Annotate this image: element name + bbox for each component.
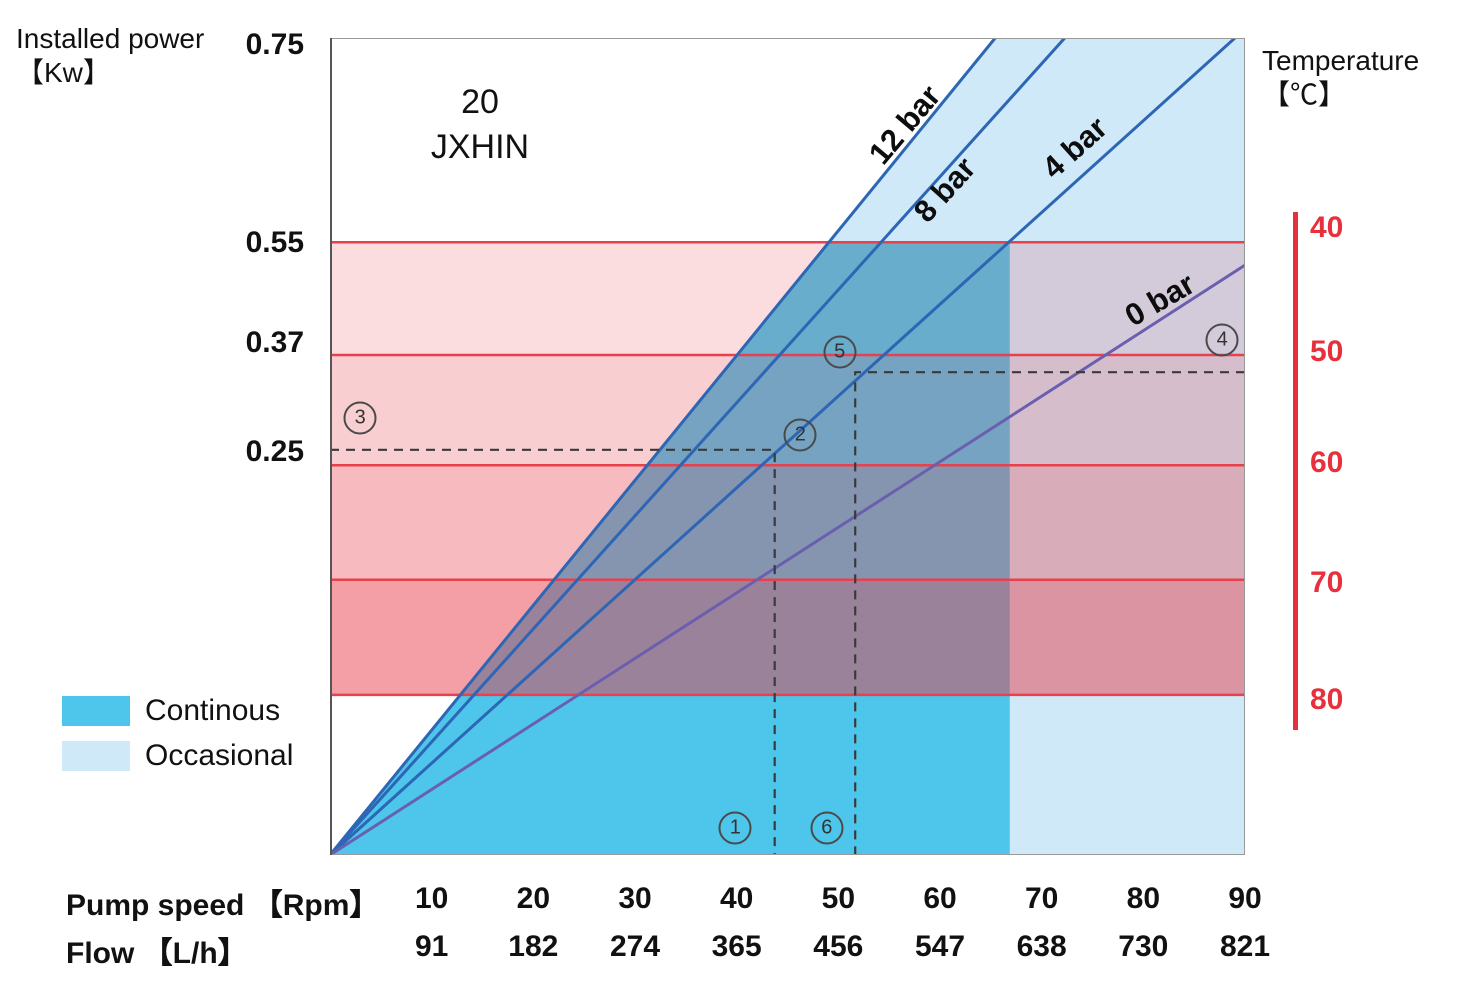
plot-overlay: 12 bar 8 bar 4 bar 0 bar 1 2 3 4 5 6 [330, 38, 1245, 855]
pressure-line-0-bar [330, 263, 1245, 855]
pump-speed-value-30: 30 [618, 882, 652, 915]
dashed-guide-2 [854, 371, 1245, 855]
chart-canvas [330, 38, 1245, 855]
pressure-line-label-8-bar: 8 bar [906, 150, 983, 229]
annotation-point-6: 6 [810, 811, 844, 845]
annotation-point-4: 4 [1205, 323, 1239, 357]
power-tick-0.25: 0.25 [245, 435, 304, 469]
flow-value-182: 182 [508, 930, 559, 963]
temperature-band-0 [330, 242, 1245, 355]
legend-swatch-occasional [62, 740, 130, 771]
legend-label-occasional: Occasional [145, 738, 294, 772]
chart-title-model-number: 20 [461, 83, 499, 121]
flow-value-730: 730 [1118, 930, 1169, 963]
chart-title: 20 JXHIN [385, 80, 575, 170]
flow-value-547: 547 [914, 930, 966, 963]
flow-axis-label: Flow 【L/h】 [66, 937, 248, 970]
temperature-axis-title-line1: Temperature [1262, 45, 1420, 76]
pump-speed-value-20: 20 [516, 882, 551, 915]
pump-speed-value-90: 90 [1228, 882, 1262, 915]
annotation-point-5: 5 [823, 335, 857, 369]
chart-title-model-name: JXHIN [430, 128, 530, 166]
pressure-line-label-12-bar: 12 bar [861, 78, 947, 171]
legend-label-continous: Continous [145, 693, 281, 727]
annotation-point-2: 2 [783, 418, 817, 452]
power-tick-0.55: 0.55 [245, 226, 304, 260]
flow-value-821: 821 [1219, 930, 1271, 963]
power-axis-title: Installed power 【Kw】 [16, 22, 204, 90]
temperature-tick-40: 40 [1310, 211, 1344, 245]
pressure-line-4-bar [330, 38, 1236, 855]
pressure-line-label-4-bar: 4 bar [1035, 110, 1114, 186]
flow-value-365: 365 [711, 930, 762, 963]
pump-speed-axis-label: Pump speed 【Rpm】 [66, 889, 380, 922]
dashed-guide-1 [330, 448, 776, 855]
pump-speed-value-10: 10 [414, 882, 449, 915]
flow-value-91: 91 [414, 930, 449, 963]
pump-speed-value-50: 50 [821, 882, 856, 915]
temperature-tick-70: 70 [1310, 565, 1344, 599]
pressure-line-12-bar [330, 38, 997, 855]
temperature-axis-title: Temperature 【℃】 [1262, 44, 1419, 112]
flow-value-274: 274 [609, 930, 661, 963]
flow-value-638: 638 [1016, 930, 1067, 963]
temperature-band-3 [330, 579, 1245, 695]
pressure-line-8-bar [330, 38, 1066, 855]
temperature-scale-axis [1293, 212, 1298, 730]
legend-item-occasional: Occasional [62, 739, 293, 772]
power-tick-0.75: 0.75 [245, 28, 304, 62]
plot-area: 12 bar 8 bar 4 bar 0 bar 1 2 3 4 5 6 [330, 38, 1245, 855]
flow-value-456: 456 [813, 930, 864, 963]
annotation-point-1: 1 [718, 811, 752, 845]
temperature-band-1 [330, 355, 1245, 466]
legend-item-continous: Continous [62, 694, 293, 727]
annotation-point-3: 3 [343, 401, 377, 435]
power-tick-0.37: 0.37 [245, 325, 304, 359]
pressure-line-label-0-bar: 0 bar [1118, 266, 1201, 334]
pump-speed-value-40: 40 [719, 882, 754, 915]
temperature-tick-60: 60 [1310, 445, 1344, 479]
power-axis-title-line1: Installed power [16, 23, 205, 54]
temperature-tick-50: 50 [1310, 334, 1344, 368]
pump-speed-value-80: 80 [1126, 882, 1161, 915]
power-axis-title-line2: 【Kw】 [16, 57, 111, 88]
temperature-tick-80: 80 [1310, 682, 1344, 716]
temperature-axis-title-line2: 【℃】 [1262, 79, 1347, 110]
pump-speed-value-60: 60 [923, 882, 957, 915]
legend: Continous Occasional [62, 694, 293, 784]
pump-speed-value-70: 70 [1024, 882, 1059, 915]
legend-swatch-continous [62, 695, 130, 726]
